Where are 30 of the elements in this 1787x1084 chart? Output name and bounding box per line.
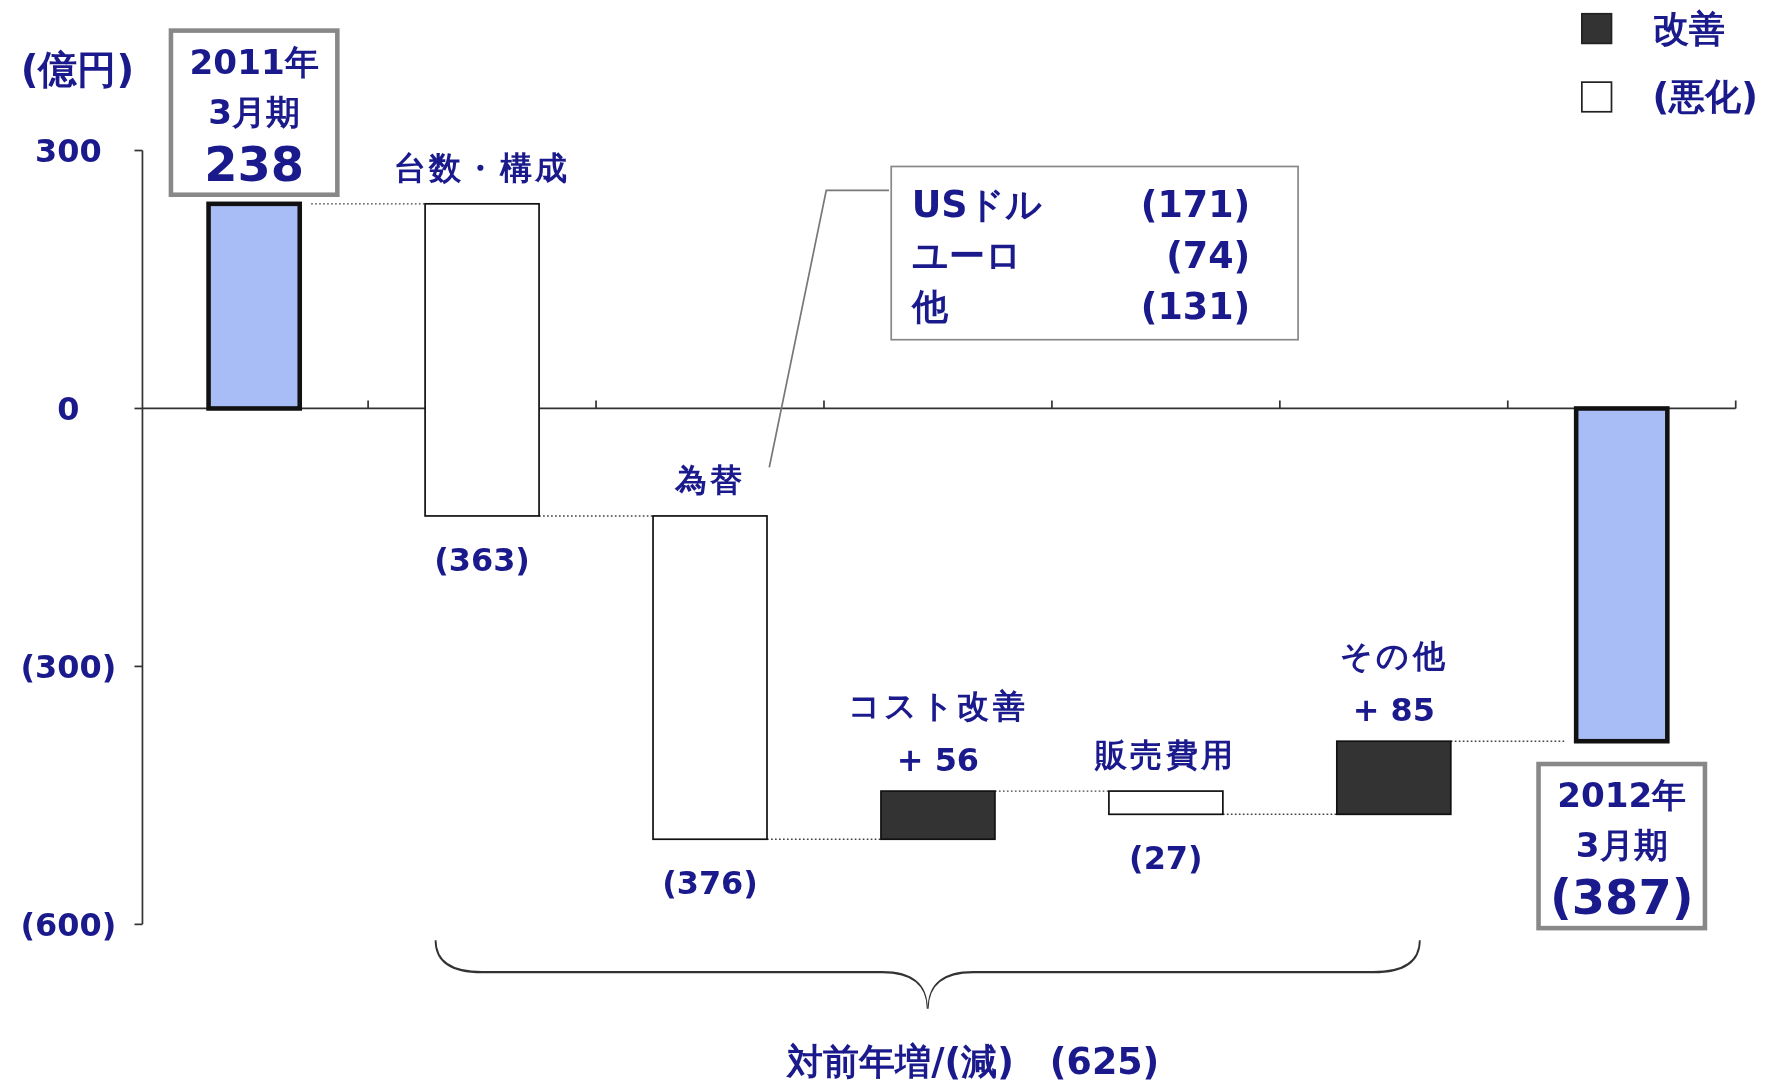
data-label: + 85 — [1352, 690, 1435, 729]
text: 他 (131) — [911, 285, 1251, 329]
data-label: 238 — [204, 137, 305, 193]
bar — [1335, 740, 1452, 816]
x-tick-label: その他 — [1339, 637, 1448, 676]
x-tick-label: 販売費用 — [1094, 736, 1237, 775]
x-tick-label: 台数・構成 — [393, 148, 571, 187]
x-tick-label: 2012年 3月期 — [1557, 775, 1687, 866]
legend-label: 改善 — [1652, 7, 1725, 51]
bar — [424, 202, 540, 517]
data-label: + 56 — [896, 740, 980, 779]
data-label: (376) — [662, 863, 758, 902]
y-tick-label: 0 — [57, 389, 80, 428]
y-axis-title: (億円) — [20, 47, 135, 93]
y-tick-label: (600) — [20, 905, 117, 944]
bar — [652, 515, 768, 841]
x-tick-label: 為替 — [673, 460, 746, 499]
data-label: (27) — [1129, 839, 1203, 878]
text: USドル (171) — [911, 182, 1251, 226]
data-label: (387) — [1549, 870, 1694, 926]
y-tick-label: (300) — [20, 647, 117, 686]
x-tick-label: 2011年 3月期 — [189, 41, 319, 133]
x-tick-label: コスト改善 — [847, 687, 1028, 726]
data-label: (363) — [434, 540, 530, 579]
bar — [880, 790, 996, 841]
y-tick-label: 300 — [35, 131, 102, 170]
text: (悪化) — [1652, 75, 1758, 119]
bar — [1108, 790, 1224, 816]
text: ユーロ (74) — [911, 233, 1251, 277]
text: 対前年増/(減) (625) — [786, 1039, 1160, 1083]
